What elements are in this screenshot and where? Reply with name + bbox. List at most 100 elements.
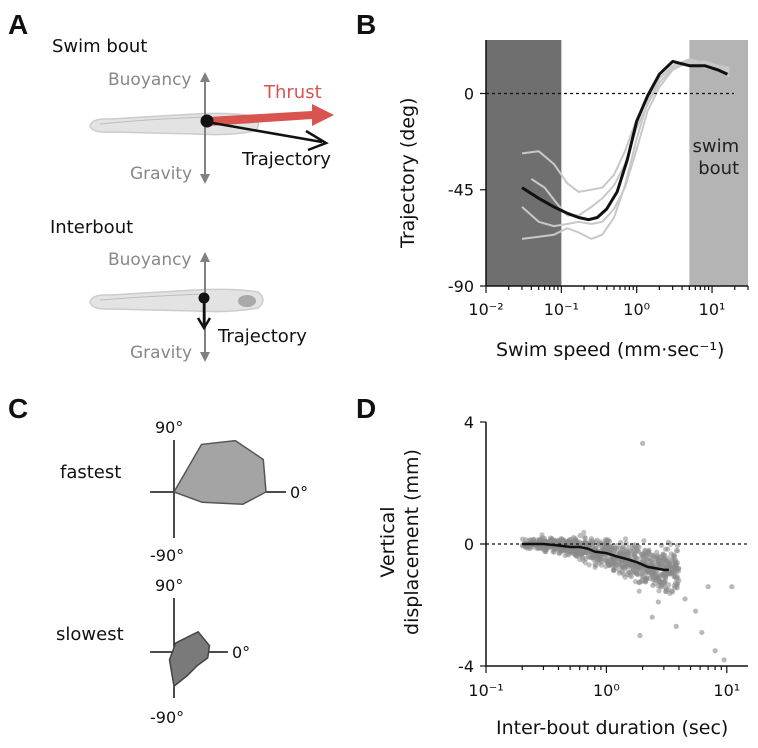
panel-label-c: C xyxy=(8,393,28,424)
scatter-point xyxy=(662,552,668,558)
gravity-arrowhead xyxy=(200,174,210,184)
scatter-point xyxy=(618,551,624,558)
panel-label-b: B xyxy=(356,9,376,40)
x-tick-label: 10¹ xyxy=(713,681,740,700)
scatter-point xyxy=(543,547,549,553)
slowest-deg-pos: 90° xyxy=(155,576,183,595)
scatter-point xyxy=(641,551,647,557)
scatter-outlier xyxy=(712,648,718,654)
y-axis-label: Trajectory (deg) xyxy=(397,98,419,250)
y-tick-label: 0 xyxy=(464,84,474,103)
fastest-distribution xyxy=(172,439,267,505)
gravity-label: Gravity xyxy=(130,164,192,184)
x-tick-label: 10¹ xyxy=(699,300,726,319)
scatter-point xyxy=(596,554,602,560)
scatter-point xyxy=(650,582,656,589)
scatter-point xyxy=(603,546,609,553)
x-tick-label: 10⁻¹ xyxy=(544,300,579,319)
scatter-point xyxy=(645,549,651,555)
scatter-point xyxy=(591,553,597,559)
buoyancy-arrowhead xyxy=(200,72,210,82)
buoyancy-label-2: Buoyancy xyxy=(108,250,192,270)
y-tick-label: -90 xyxy=(448,277,474,296)
scatter-point xyxy=(547,538,554,544)
scatter-outlier xyxy=(673,623,679,629)
scatter-point xyxy=(662,584,668,590)
scatter-outlier xyxy=(637,632,643,639)
scatter-point xyxy=(535,537,541,543)
scatter-point xyxy=(591,557,597,563)
swim-bout-region-label: swim bout xyxy=(692,136,744,179)
scatter-point xyxy=(579,549,585,555)
fastest-deg-neg: -90° xyxy=(150,546,184,565)
fish-interbout xyxy=(89,288,264,313)
x-axis-label: Inter-bout duration (sec) xyxy=(496,717,728,739)
trajectory-arrowhead xyxy=(305,129,329,152)
scatter-point xyxy=(651,574,657,580)
scatter-point xyxy=(539,545,545,551)
scatter-point xyxy=(626,544,632,550)
scatter-point xyxy=(608,560,614,566)
slowest-deg-neg: -90° xyxy=(150,708,184,727)
panel-c-polar: 90° -90° 0° fastest 90° -90° 0° slowest xyxy=(56,418,308,727)
axes: 10⁻² 10⁻¹ 10⁰ 10¹ 0 -45 -90 xyxy=(448,40,749,319)
trajectory-arrow-line xyxy=(206,120,323,144)
mean-displacement-line xyxy=(522,542,669,572)
scatter-point xyxy=(620,571,627,577)
scatter-point xyxy=(619,564,625,570)
scatter-point xyxy=(663,588,669,594)
mean-line xyxy=(522,542,669,572)
scatter-point xyxy=(645,569,652,575)
x-tick-label: 10⁻¹ xyxy=(468,681,503,700)
scatter-point xyxy=(580,555,586,561)
panel-a-schematic: Swim bout Buoyancy Gravity Thrust Trajec… xyxy=(50,36,334,363)
scatter-point xyxy=(586,562,592,568)
scatter-outlier xyxy=(699,629,705,636)
scatter-point xyxy=(656,574,662,580)
scatter-point xyxy=(634,547,640,553)
thrust-arrow xyxy=(208,104,334,126)
scatter-point xyxy=(581,534,588,540)
scatter-point xyxy=(576,541,583,547)
scatter-point xyxy=(619,558,625,564)
scatter-outlier xyxy=(655,599,661,605)
scatter-point xyxy=(558,546,564,552)
slowest-deg-zero: 0° xyxy=(232,643,250,662)
thrust-label: Thrust xyxy=(263,82,322,103)
scatter-point xyxy=(616,570,622,576)
scatter-point xyxy=(655,583,661,589)
panel-label-a: A xyxy=(8,9,28,40)
scatter-point xyxy=(665,563,672,569)
scatter-point xyxy=(674,548,680,554)
scatter-point xyxy=(612,545,618,552)
x-tick-label: 10⁻² xyxy=(468,300,503,319)
y-tick-label: -4 xyxy=(458,657,474,676)
interbout-title: Interbout xyxy=(50,217,133,238)
scatter-point xyxy=(588,536,595,542)
scatter-point xyxy=(671,553,678,559)
center-of-mass-dot xyxy=(200,114,214,128)
scatter-point xyxy=(608,544,614,550)
scatter-point xyxy=(572,552,578,558)
mean-trajectory-line xyxy=(521,59,729,222)
scatter-outlier xyxy=(705,584,711,590)
scatter-point xyxy=(620,544,626,550)
x-tick-label: 10⁰ xyxy=(593,681,620,700)
scatter-point xyxy=(559,537,566,543)
shaded-regions xyxy=(486,40,748,286)
series-lines xyxy=(521,58,730,240)
y-axis-label-line1: Vertical xyxy=(377,506,399,577)
scatter-outlier xyxy=(692,608,699,614)
scatter-point xyxy=(583,540,589,546)
scatter-point xyxy=(622,536,629,542)
scatter-point xyxy=(526,537,532,543)
scatter-point xyxy=(628,574,634,580)
scatter-outlier xyxy=(729,584,735,590)
center-of-mass-dot-2 xyxy=(198,292,210,304)
scatter-point xyxy=(542,536,548,542)
scatter-point xyxy=(611,567,617,573)
scatter-point xyxy=(636,579,642,585)
y-axis-label-line2: displacement (mm) xyxy=(401,449,423,635)
fastest-deg-zero: 0° xyxy=(290,483,308,502)
swim-bout-title: Swim bout xyxy=(52,36,147,57)
